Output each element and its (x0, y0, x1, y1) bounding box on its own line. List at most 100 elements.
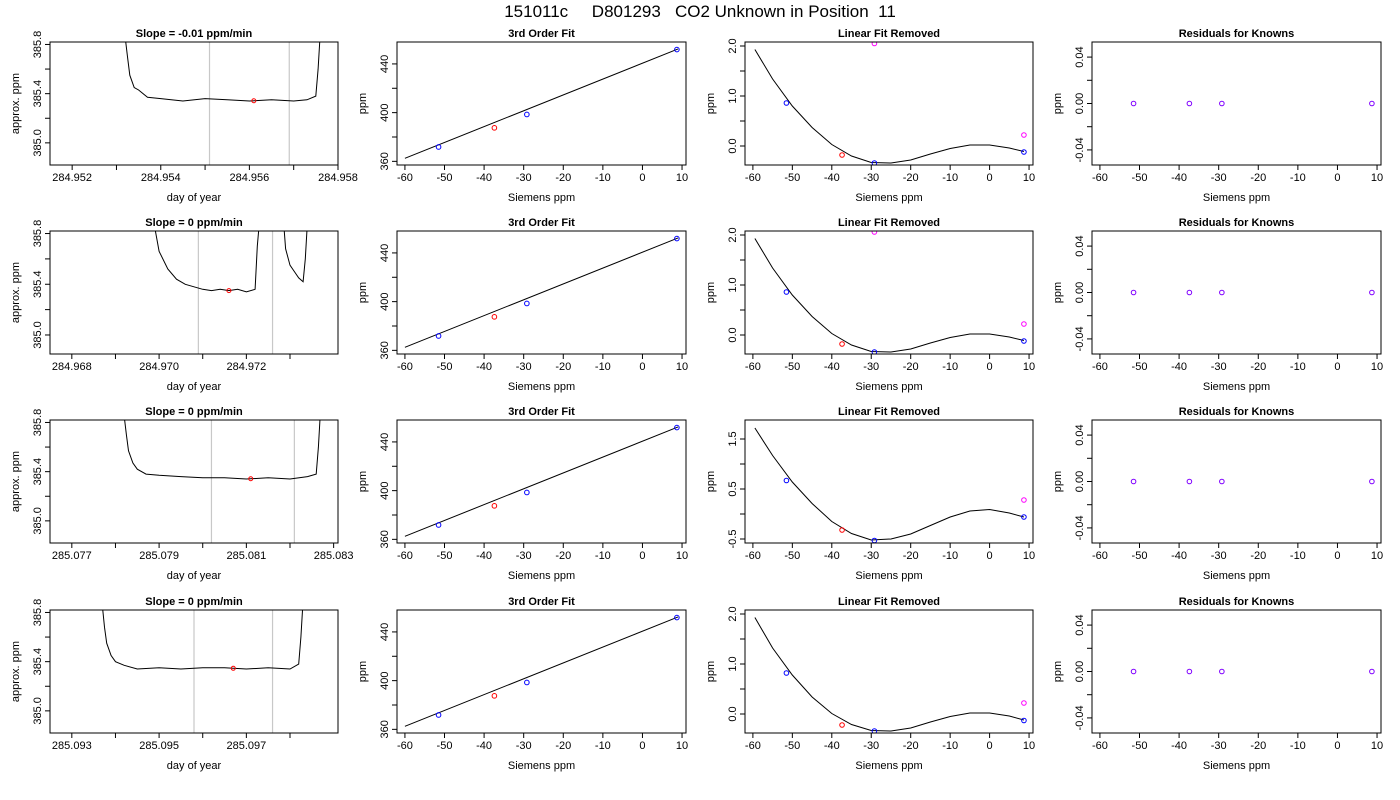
x-tick-label: -40 (476, 361, 492, 373)
x-tick-label: 10 (1023, 550, 1035, 562)
plot-area (1130, 478, 1375, 485)
x-tick-label: -10 (595, 740, 611, 752)
x-tick-label: -20 (555, 361, 571, 373)
x-tick-label: -40 (824, 172, 840, 184)
axes-frame (396, 41, 687, 166)
x-tick-label: -60 (1092, 550, 1108, 562)
x-tick-label: -60 (1092, 361, 1108, 373)
x-axis-label: Siemens ppm (855, 381, 922, 393)
unknown-point (491, 125, 498, 131)
fit-line (404, 616, 679, 727)
x-tick-label: -40 (1171, 740, 1187, 752)
x-tick-label: -50 (437, 550, 453, 562)
plot-area (1130, 100, 1375, 107)
y-tick-label: 0.04 (1074, 424, 1086, 445)
x-tick-label: 285.093 (52, 740, 92, 752)
x-tick-label: 10 (1023, 740, 1035, 752)
unknown-point (491, 503, 498, 509)
x-tick-label: -20 (1250, 172, 1266, 184)
axes-frame (744, 41, 1034, 166)
x-tick-label: -30 (516, 740, 532, 752)
x-tick-label: -60 (397, 172, 413, 184)
x-tick-label: -50 (1132, 740, 1148, 752)
panel-title: Slope = 0 ppm/min (145, 217, 243, 229)
x-tick-label: -50 (784, 740, 800, 752)
panel-title: Linear Fit Removed (838, 596, 940, 608)
x-tick-label: -30 (516, 550, 532, 562)
x-axis-label: Siemens ppm (1203, 760, 1270, 772)
residual-point (1219, 100, 1225, 107)
x-tick-label: -40 (476, 172, 492, 184)
y-axis-label: ppm (705, 282, 717, 303)
fit-curve (754, 427, 1025, 541)
x-tick-label: -60 (397, 740, 413, 752)
known-point (674, 46, 680, 53)
x-tick-label: -60 (745, 172, 761, 184)
plot-area (102, 610, 304, 733)
y-tick-label: 385.4 (32, 648, 44, 676)
x-tick-label: -60 (745, 740, 761, 752)
panel-title: Residuals for Knowns (1179, 596, 1295, 608)
x-tick-label: -10 (1290, 361, 1306, 373)
y-tick-label: 0.00 (1074, 282, 1086, 303)
plot-area (404, 614, 680, 727)
y-tick-label: 1.5 (727, 431, 739, 446)
panel-r4-resid: Linear Fit Removed -60 -50 -40 -30 -20 -10 0 10 0… (705, 596, 1035, 772)
fit-line (404, 48, 679, 159)
unknown-point (491, 693, 498, 699)
y-tick-label: 2.0 (727, 606, 739, 621)
plot-area (754, 617, 1027, 733)
axes-frame (744, 609, 1034, 734)
x-tick-label: 0 (1334, 550, 1340, 562)
x-tick-label: -50 (784, 361, 800, 373)
residual-point (1130, 289, 1137, 296)
x-tick-label: -30 (1211, 172, 1227, 184)
y-tick-label: 1.0 (727, 656, 739, 671)
y-tick-label: 0.04 (1074, 235, 1086, 256)
y-tick-label: 0.04 (1074, 46, 1086, 67)
known-point (783, 100, 790, 106)
trace-line (154, 231, 260, 293)
x-tick-label: -40 (1171, 172, 1187, 184)
x-axis-label: Siemens ppm (1203, 192, 1270, 204)
axes-frame (744, 419, 1034, 544)
x-axis-label: Siemens ppm (1203, 381, 1270, 393)
residual-point (1130, 668, 1137, 675)
x-axis-label: Siemens ppm (508, 381, 575, 393)
panel-r1-trace: Slope = -0.01 ppm/min 284.952 284.954 284.9… (10, 28, 358, 204)
residual-point (1369, 289, 1375, 296)
unknown-point (839, 152, 845, 158)
panel-r3-fit: 3rd Order Fit -60 -50 -40 -30 -20 -10 0 10 360 400… (357, 406, 688, 582)
residual-point (1369, 478, 1375, 485)
x-tick-label: -30 (863, 361, 879, 373)
known-point (524, 679, 530, 686)
x-tick-label: -10 (1290, 740, 1306, 752)
axes-frame (396, 230, 687, 355)
residual-point (1369, 100, 1375, 107)
panel-title: Residuals for Knowns (1179, 217, 1295, 229)
y-axis-label: ppm (1052, 282, 1064, 303)
plot-area (1130, 289, 1375, 296)
x-tick-label: 10 (1023, 172, 1035, 184)
trace-line (124, 420, 321, 480)
x-tick-label: 0 (1334, 361, 1340, 373)
x-axis-label: Siemens ppm (508, 570, 575, 582)
x-tick-label: 284.958 (318, 172, 358, 184)
x-tick-label: -60 (397, 361, 413, 373)
known-point (871, 537, 878, 543)
x-tick-label: 0 (987, 740, 993, 752)
known-point (1021, 717, 1027, 724)
magenta-point (1021, 132, 1027, 138)
y-tick-label: -0.04 (1074, 515, 1086, 540)
x-tick-label: -10 (942, 361, 958, 373)
panel-title: Slope = 0 ppm/min (145, 406, 243, 418)
known-point (435, 333, 442, 339)
panel-title: Linear Fit Removed (838, 217, 940, 229)
x-tick-label: -60 (397, 550, 413, 562)
x-tick-label: 0 (639, 172, 645, 184)
x-tick-label: 10 (1371, 361, 1383, 373)
x-tick-label: 284.970 (139, 361, 179, 373)
known-point (435, 712, 442, 718)
y-tick-label: 0.0 (727, 706, 739, 721)
